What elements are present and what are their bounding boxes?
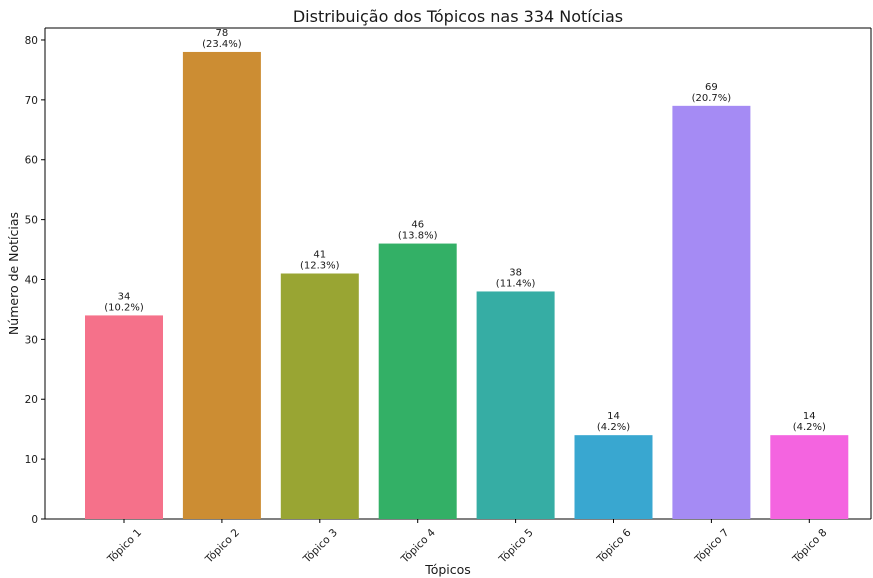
y-tick-label: 50: [25, 215, 38, 227]
bar: [574, 435, 653, 519]
y-axis: 0 10 20 30 40 50 60 70 80: [25, 35, 45, 526]
bar-value-label: 41: [313, 250, 326, 261]
y-tick-label: 0: [31, 514, 38, 526]
plot-area: 34(10.2%) 78(23.4%) 41(12.3%) 46(13.8%) 38(1…: [44, 27, 872, 520]
x-tick-label: Tópico 4: [398, 526, 438, 566]
y-tick-label: 30: [25, 334, 38, 346]
bar-value-label: 14: [803, 411, 816, 422]
bar: [378, 243, 457, 519]
bar: [476, 291, 555, 519]
x-tick-label: Tópico 8: [790, 527, 829, 566]
bar: [182, 51, 261, 519]
bar-percent-label: (10.2%): [104, 302, 144, 313]
x-tick-label: Tópico 6: [594, 526, 634, 566]
x-tick-label: Tópico 3: [300, 527, 339, 566]
chart-title: Distribuição dos Tópicos nas 334 Notícia…: [293, 7, 623, 26]
bar-value-label: 38: [509, 267, 522, 278]
bar: [770, 435, 849, 519]
bar-percent-label: (13.8%): [398, 231, 438, 242]
bar-value-label: 46: [411, 220, 424, 231]
x-tick-label: Tópico 5: [496, 527, 535, 566]
bar: [280, 273, 359, 519]
y-tick-label: 20: [25, 394, 38, 406]
y-tick-label: 10: [25, 454, 38, 466]
bar: [85, 315, 163, 519]
x-axis: Tópico 1 Tópico 2 Tópico 3 Tópico 4 Tópico 5…: [105, 519, 829, 566]
bar-percent-label: (12.3%): [300, 261, 340, 272]
y-tick-label: 40: [25, 274, 38, 286]
x-axis-label: Tópicos: [424, 562, 471, 577]
bar-value-label: 34: [118, 291, 131, 302]
x-tick-label: Tópico 2: [203, 527, 242, 566]
bar: [672, 105, 751, 519]
bar-percent-label: (4.2%): [793, 422, 826, 433]
bar-value-label: 78: [216, 28, 229, 39]
bar-value-label: 69: [705, 82, 718, 93]
y-tick-label: 60: [25, 155, 38, 167]
bar-percent-label: (23.4%): [202, 39, 242, 50]
bar-percent-label: (11.4%): [496, 278, 536, 289]
bar-value-label: 14: [607, 411, 620, 422]
y-tick-label: 80: [25, 35, 38, 47]
x-tick-label: Tópico 7: [692, 527, 731, 566]
bar-percent-label: (20.7%): [692, 93, 732, 104]
y-tick-label: 70: [25, 95, 38, 107]
x-tick-label: Tópico 1: [105, 527, 144, 566]
y-axis-label: Número de Notícias: [6, 212, 21, 335]
bar-percent-label: (4.2%): [597, 422, 630, 433]
